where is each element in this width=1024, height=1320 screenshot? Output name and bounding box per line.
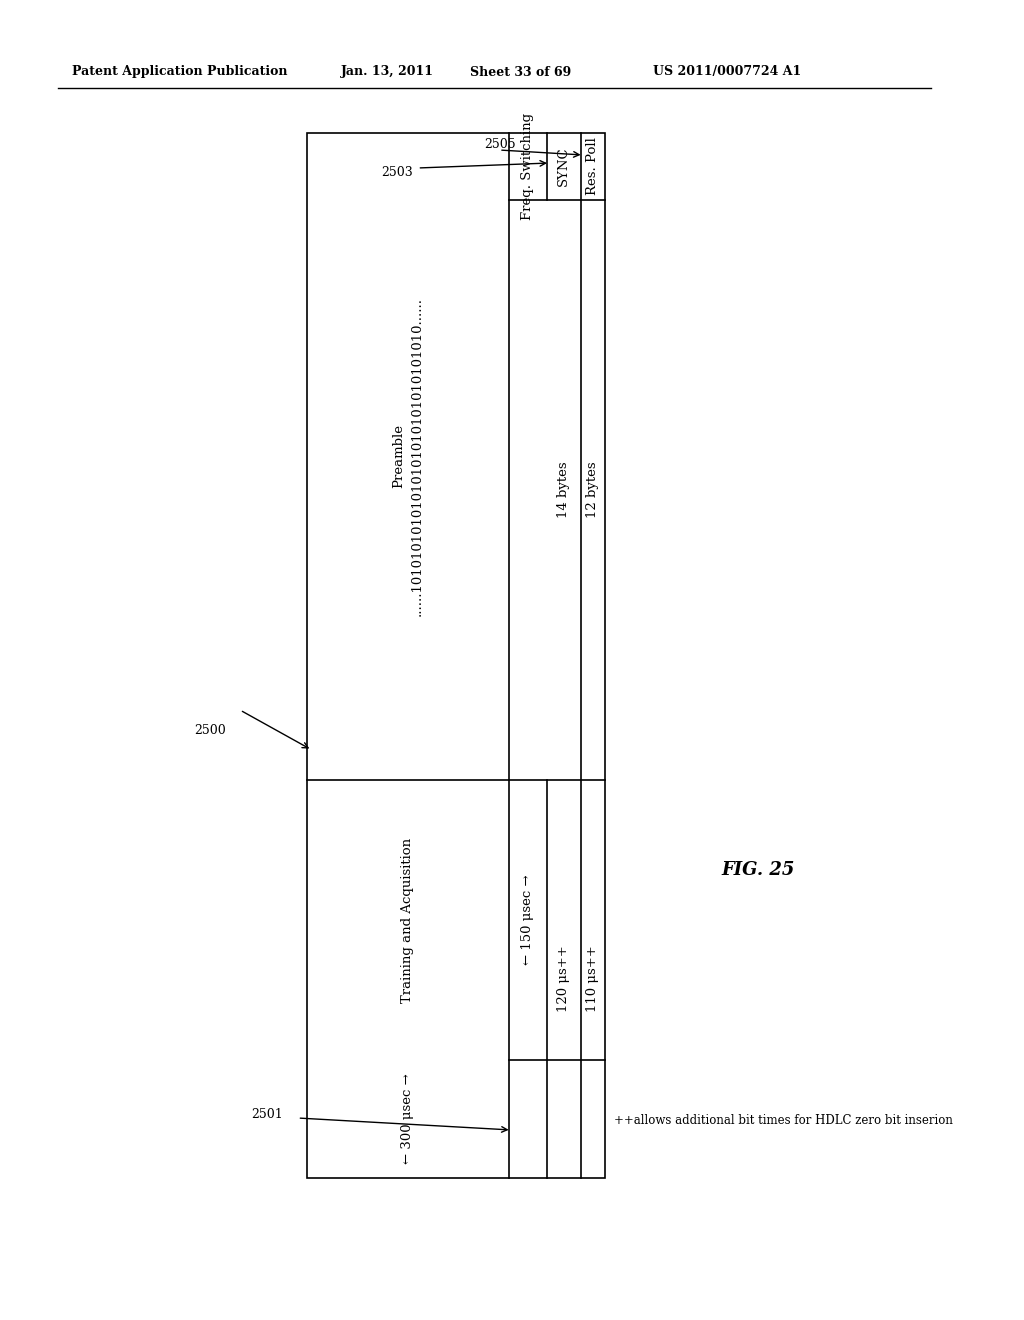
Text: Res. Poll: Res. Poll bbox=[586, 137, 599, 195]
Text: 2500: 2500 bbox=[194, 723, 225, 737]
Text: 110 μs++: 110 μs++ bbox=[586, 945, 599, 1012]
Text: FIG. 25: FIG. 25 bbox=[722, 861, 795, 879]
Text: Jan. 13, 2011: Jan. 13, 2011 bbox=[341, 66, 434, 78]
Text: ← 150 μsec →: ← 150 μsec → bbox=[521, 875, 535, 965]
Text: Training and Acquisition: Training and Acquisition bbox=[401, 837, 415, 1003]
Text: 120 μs++: 120 μs++ bbox=[557, 945, 570, 1012]
Text: 2501: 2501 bbox=[251, 1109, 283, 1122]
Text: Preamble
......10101010101010101010101010101010......: Preamble ......1010101010101010101010101… bbox=[392, 297, 423, 616]
Text: ← 300 μsec →: ← 300 μsec → bbox=[401, 1073, 415, 1164]
Bar bbox=[307, 133, 604, 1177]
Text: ++allows additional bit times for HDLC zero bit inserion: ++allows additional bit times for HDLC z… bbox=[614, 1114, 953, 1126]
Text: 14 bytes: 14 bytes bbox=[557, 462, 570, 519]
Text: Freq. Switching: Freq. Switching bbox=[521, 114, 535, 220]
Text: Sheet 33 of 69: Sheet 33 of 69 bbox=[470, 66, 571, 78]
Text: 2505: 2505 bbox=[484, 139, 516, 152]
Text: SYNC: SYNC bbox=[557, 147, 570, 186]
Text: US 2011/0007724 A1: US 2011/0007724 A1 bbox=[652, 66, 801, 78]
Text: 2503: 2503 bbox=[381, 165, 413, 178]
Text: Patent Application Publication: Patent Application Publication bbox=[72, 66, 288, 78]
Text: 12 bytes: 12 bytes bbox=[586, 462, 599, 519]
